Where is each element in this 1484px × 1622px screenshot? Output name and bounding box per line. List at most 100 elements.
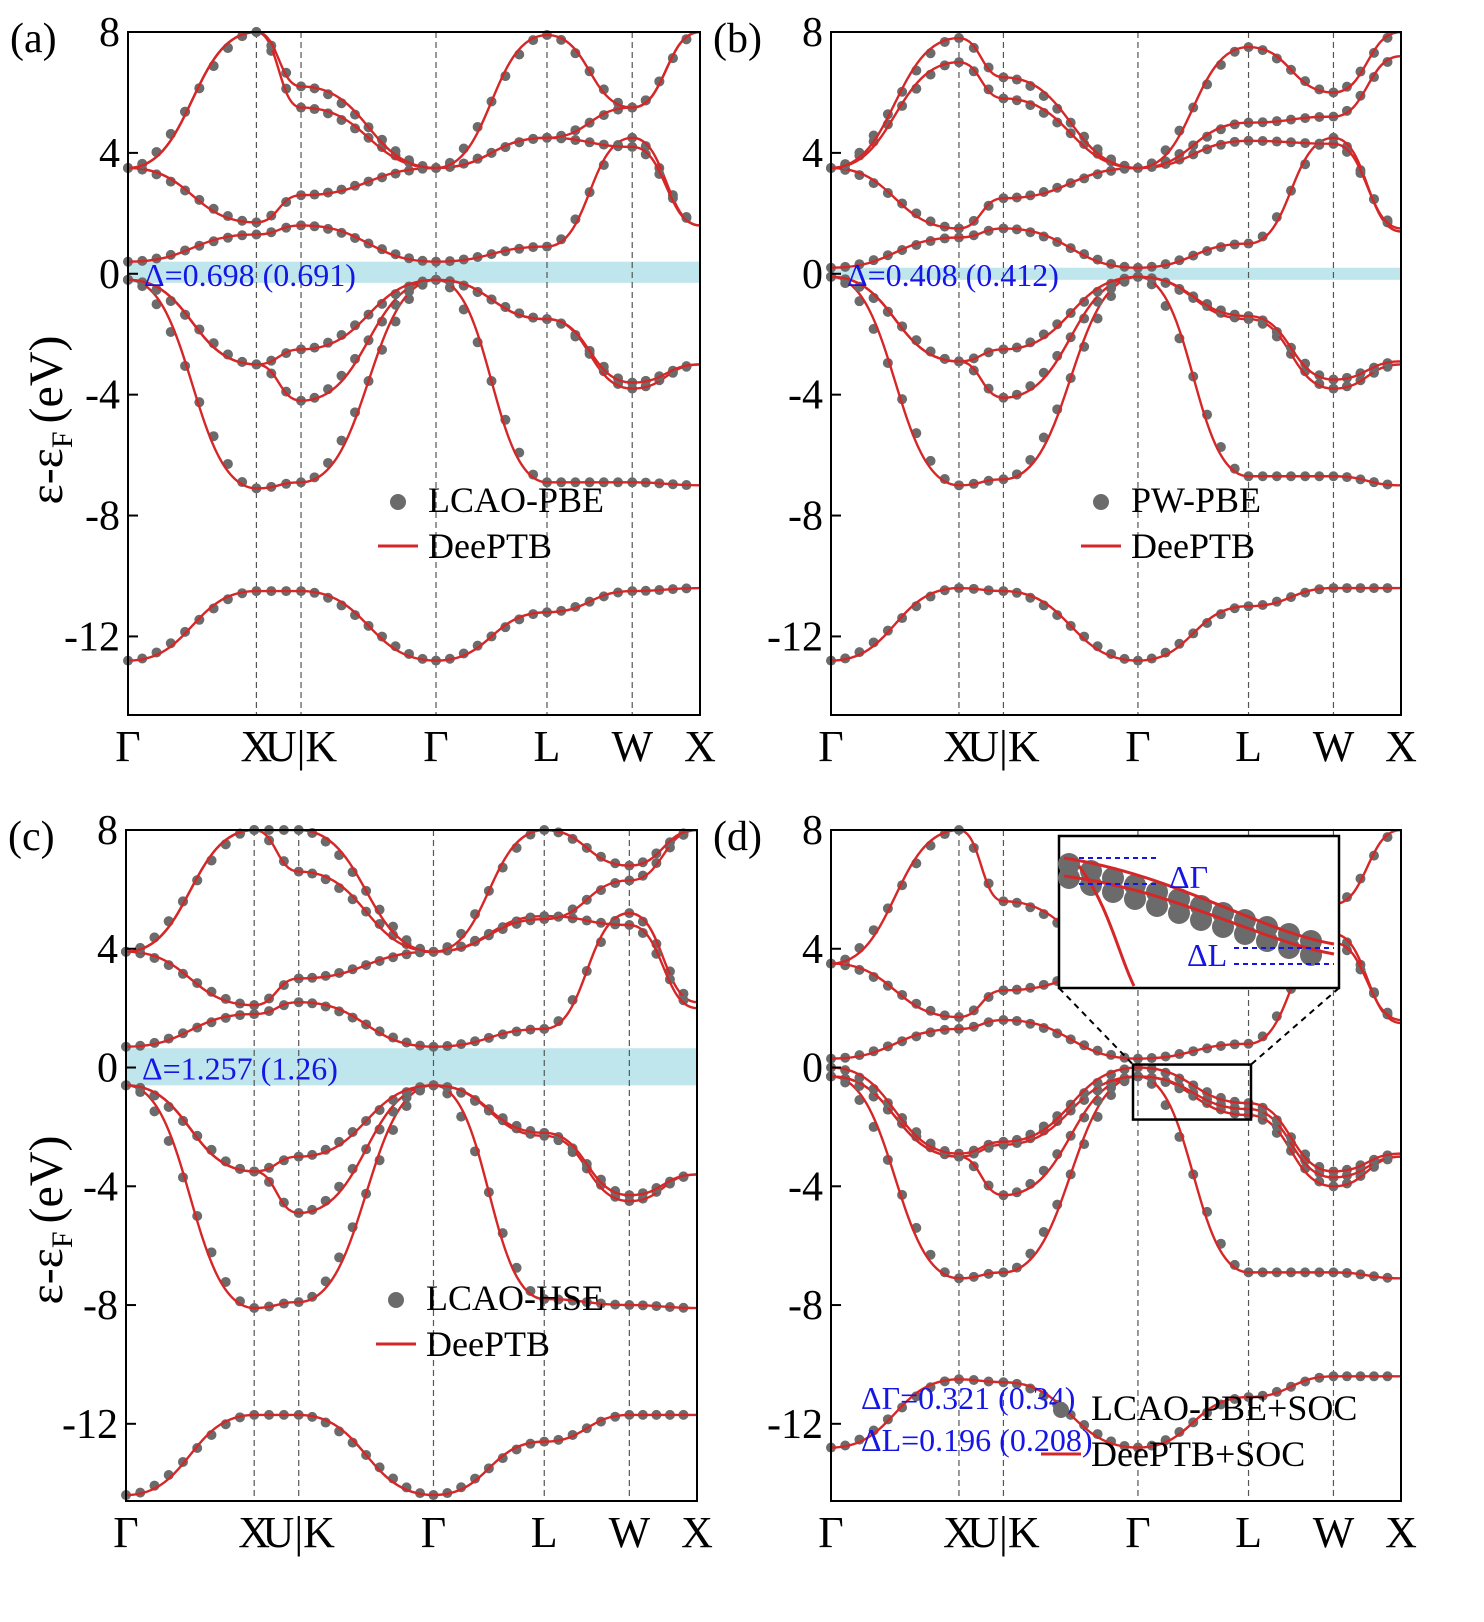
y-label-sub: F (46, 431, 79, 448)
inset-gap-gamma-label: ΔΓ (1169, 859, 1208, 895)
y-tick-label: 0 (802, 1046, 823, 1092)
dft-point (374, 1104, 385, 1115)
gap-band (128, 261, 700, 283)
dft-point (1300, 358, 1311, 369)
dft-point (1079, 313, 1090, 324)
y-tick-label: -12 (767, 614, 823, 660)
dft-point (350, 320, 361, 331)
y-tick-label: -8 (83, 1283, 118, 1329)
deeptb-conduction-4 (128, 32, 700, 170)
deeptb-valence-4 (831, 1066, 1401, 1173)
k-point-label: X (238, 1508, 270, 1557)
deeptb-valence-3 (128, 278, 700, 384)
gap-label: Δ=1.257 (1.26) (142, 1051, 338, 1087)
legend-line-label: DeePTB+SOC (1091, 1434, 1305, 1474)
y-tick-label: 0 (99, 252, 120, 298)
dft-point (347, 1163, 358, 1174)
dft-point (347, 894, 358, 905)
legend-points-label: LCAO-PBE (428, 480, 604, 520)
k-point-label: Γ (818, 722, 843, 771)
dft-point (350, 353, 361, 364)
deeptb-conduction-4 (831, 32, 1401, 170)
k-point-label: X (681, 1508, 713, 1557)
axes-frame (127, 31, 701, 716)
inset-band (1077, 865, 1136, 987)
deeptb-valence-1 (831, 275, 1401, 487)
k-point-label: U|K (263, 1508, 336, 1557)
dft-point (374, 1124, 385, 1135)
k-point-label: X (943, 1508, 975, 1557)
deeptb-valence-3 (831, 1075, 1401, 1179)
k-point-label: Γ (818, 1508, 843, 1557)
dft-point (350, 610, 361, 621)
legend-points-marker (1053, 1402, 1069, 1418)
legend-points-marker (1093, 494, 1109, 510)
y-tick-label: 8 (802, 10, 823, 56)
dft-point (350, 109, 361, 120)
dft-point (678, 995, 689, 1006)
deeptb-conduction-1 (128, 136, 700, 263)
deeptb-conduction-2 (126, 914, 697, 1010)
y-label-unit-2: (eV) (20, 1136, 73, 1224)
k-point-label: L (531, 1508, 558, 1557)
dft-point (377, 316, 388, 327)
dft-point (1052, 1111, 1063, 1122)
y-tick-label: -12 (64, 614, 120, 660)
y-tick-label: -12 (767, 1402, 823, 1448)
inset-point (1146, 895, 1168, 917)
k-point-label: Γ (1125, 1508, 1150, 1557)
dft-point (681, 34, 692, 45)
dft-point (598, 84, 609, 95)
deeptb-s-band (831, 1375, 1401, 1449)
dft-point (1052, 117, 1063, 128)
dft-point (640, 141, 651, 152)
k-point-label: Γ (421, 1508, 446, 1557)
y-axis-label-bottom: ε-εF (eV) (20, 1136, 79, 1305)
dft-point (681, 212, 692, 223)
dft-point (1079, 1088, 1090, 1099)
y-label-main: ε-ε (20, 448, 73, 504)
panel-b: 840-4-8-12Γ XU|K Γ L W X(b)Δ=0.408 (0.412)PW-… (713, 10, 1417, 771)
k-point-label: W (609, 1508, 651, 1557)
dft-point (377, 298, 388, 309)
deeptb-conduction-4 (126, 830, 697, 953)
dft-point (1382, 215, 1393, 226)
zoom-connector (1250, 987, 1340, 1066)
dft-point (1079, 296, 1090, 307)
y-tick-label: -8 (788, 1283, 823, 1329)
y-tick-label: 4 (99, 131, 120, 177)
legend-line-label: DeePTB (426, 1324, 550, 1364)
dft-point (497, 1453, 508, 1464)
dft-point (1257, 1031, 1268, 1042)
legend-line-label: DeePTB (428, 526, 552, 566)
panel-label: (d) (713, 814, 762, 860)
y-tick-label: 8 (802, 808, 823, 854)
deeptb-conduction-1 (831, 136, 1401, 269)
panel-d: 840-4-8-12Γ XU|K Γ L W X(d)ΔΓ=0.321 (0.34)ΔL=… (713, 808, 1417, 1557)
gap-label-gamma: ΔΓ=0.321 (0.34) (861, 1380, 1075, 1416)
panel-label: (c) (8, 814, 55, 860)
dft-point (1052, 350, 1063, 361)
dft-point (374, 919, 385, 930)
zoom-connector (1058, 987, 1134, 1066)
k-point-label: X (1385, 1508, 1417, 1557)
dft-point (567, 1143, 578, 1154)
dft-point (1341, 892, 1352, 903)
dft-point (1079, 1095, 1090, 1106)
y-tick-label: 8 (97, 808, 118, 854)
y-tick-label: 8 (99, 10, 120, 56)
k-point-label: X (241, 722, 273, 771)
dft-point (1079, 1112, 1090, 1123)
dft-point (1052, 1149, 1063, 1160)
panel-c: 840-4-8-12Γ XU|K Γ L W X(c)Δ=1.257 (1.26)LCAO… (8, 808, 713, 1557)
dft-point (1271, 326, 1282, 337)
panel-label: (b) (713, 16, 762, 62)
deeptb-valence-1 (831, 1075, 1401, 1280)
dft-point (1382, 1007, 1393, 1018)
dft-point (1271, 1115, 1282, 1126)
legend-points-marker (390, 494, 406, 510)
axes-frame (125, 829, 698, 1502)
k-point-label: X (684, 722, 716, 771)
legend-points-label: LCAO-PBE+SOC (1091, 1388, 1357, 1428)
